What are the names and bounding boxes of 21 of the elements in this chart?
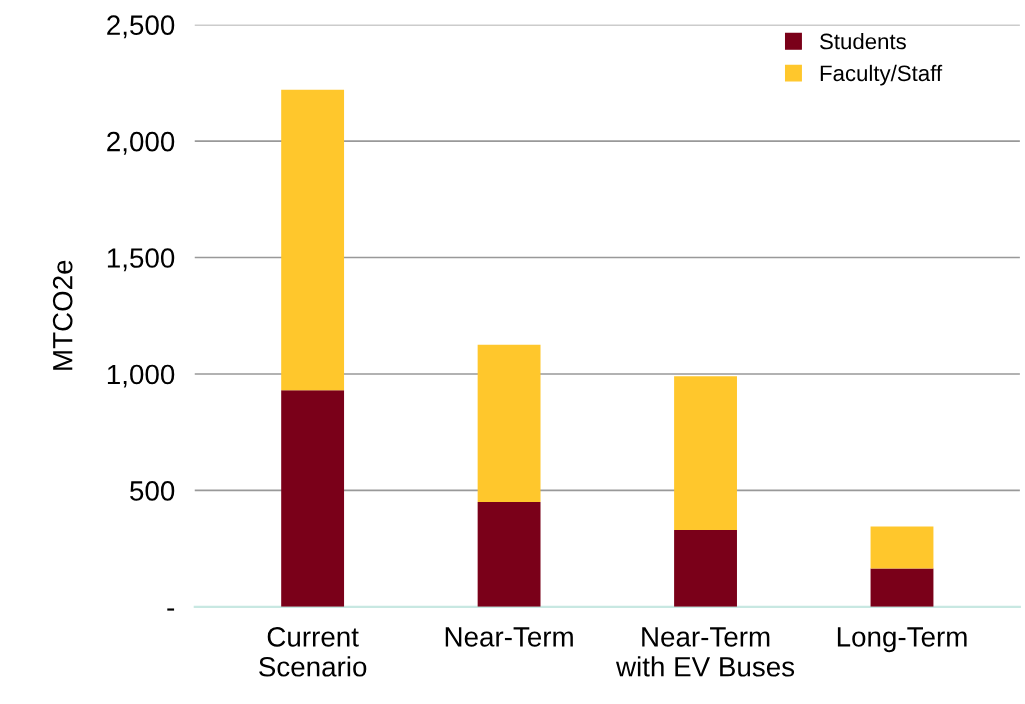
x-tick-label: Near-Term	[445, 627, 573, 647]
x-tick-label: Near-Term with EV Buses	[615, 627, 795, 677]
y-axis-title: MTCO2e	[52, 260, 73, 370]
y-tick-label: -	[167, 608, 175, 611]
bar	[477, 502, 541, 607]
y-tick-label: 2,000	[107, 131, 175, 155]
bar	[674, 530, 737, 607]
y-tick-label: 1,000	[107, 364, 175, 388]
bar	[281, 390, 345, 607]
bar	[870, 526, 934, 569]
bar	[870, 568, 934, 607]
y-tick-label: 500	[130, 481, 175, 501]
legend-label: Faculty/Staff	[820, 64, 943, 86]
bar	[674, 376, 737, 530]
y-tick-label: 2,500	[107, 15, 175, 39]
bar	[477, 344, 541, 503]
bar	[281, 89, 345, 391]
x-tick-label: Long-Term	[837, 627, 967, 653]
legend-label: Students	[820, 33, 906, 50]
y-tick-label: 1,500	[107, 248, 175, 272]
x-tick-label: Current Scenario	[259, 627, 367, 677]
